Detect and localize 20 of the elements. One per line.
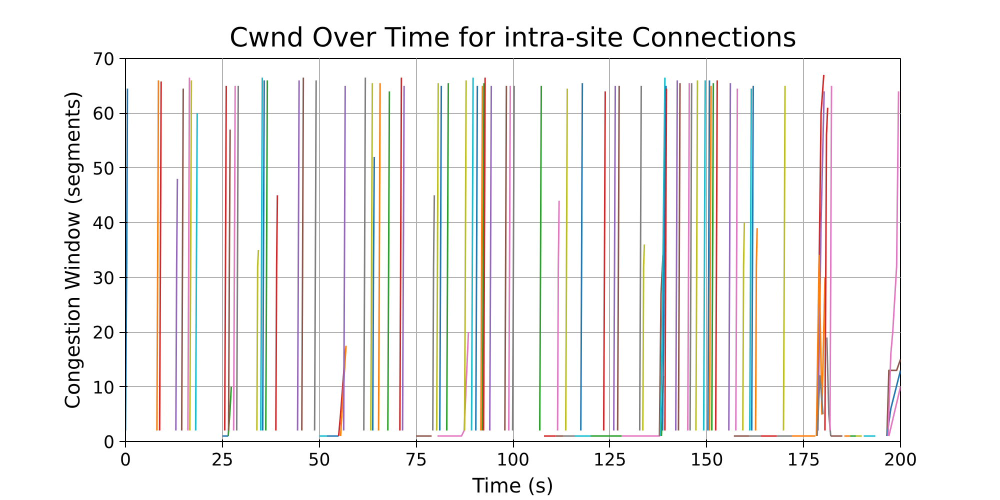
y-tick-label: 0 (103, 433, 115, 453)
y-tick-label: 40 (92, 214, 115, 234)
x-tick-label: 150 (690, 450, 724, 470)
x-tick-label: 100 (496, 450, 530, 470)
x-tick-label: 200 (884, 450, 918, 470)
y-axis-title: Congestion Window (segments) (60, 91, 84, 409)
y-tick-label: 50 (92, 159, 115, 180)
x-tick-label: 50 (308, 450, 330, 470)
y-tick-label: 70 (92, 50, 115, 70)
x-tick-label: 0 (120, 450, 132, 470)
x-tick-label: 175 (787, 450, 820, 470)
y-tick-label: 10 (92, 378, 115, 398)
x-axis-title: Time (s) (471, 474, 554, 498)
y-tick-label: 60 (92, 104, 115, 125)
y-tick-label: 20 (92, 324, 115, 344)
y-tick-label: 30 (92, 268, 115, 289)
x-tick-label: 25 (211, 450, 234, 470)
x-tick-label: 125 (593, 450, 626, 470)
x-tick-label: 75 (405, 450, 428, 470)
chart-title: Cwnd Over Time for intra-site Connections (229, 22, 797, 54)
